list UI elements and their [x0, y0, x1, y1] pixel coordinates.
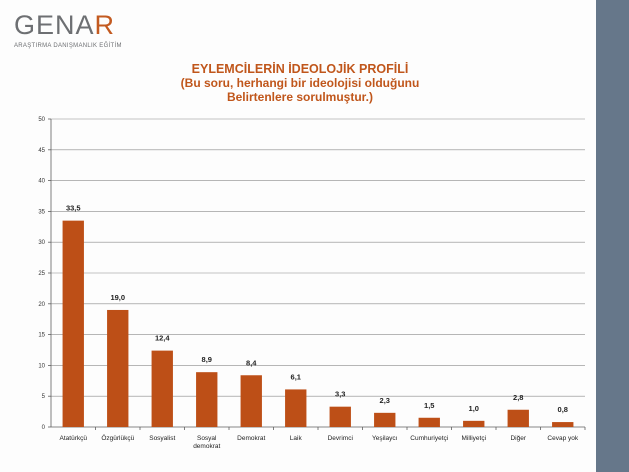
- x-tick-label: Özgürlükçü: [101, 434, 134, 442]
- data-label: 2,3: [380, 396, 390, 405]
- x-tick-label: Sosyal: [197, 435, 217, 442]
- slide: GENAR ARAŞTIRMA DANIŞMANLIK EĞİTİM EYLEM…: [14, 10, 586, 450]
- x-tick-label: Demokrat: [237, 435, 265, 442]
- bar-chart: 0 5 10 15 20 25 30 35 40 45 50 33,5 Atatürkçü 19,0 Özg…: [38, 117, 586, 450]
- data-label: 12,4: [155, 334, 170, 343]
- data-label: 1,5: [424, 401, 434, 410]
- bar: [507, 409, 529, 427]
- data-label: 19,0: [110, 293, 125, 302]
- y-tick-label: 45: [38, 148, 45, 154]
- data-label: 0,8: [558, 405, 568, 414]
- bar: [418, 417, 440, 427]
- x-tick-label: Yeşilaycı: [372, 435, 398, 442]
- data-label: 8,9: [202, 355, 212, 364]
- x-tick-label: Diğer: [510, 435, 526, 442]
- data-label: 33,5: [66, 204, 81, 213]
- data-label: 2,8: [513, 393, 523, 402]
- y-tick-label: 40: [38, 179, 45, 185]
- data-label: 6,1: [291, 372, 301, 381]
- x-tick-label: demokrat: [193, 443, 220, 450]
- y-tick-label: 30: [38, 240, 45, 246]
- x-tick-label: Sosyalist: [149, 435, 175, 442]
- data-label: 3,3: [335, 390, 345, 399]
- y-tick-label: 15: [38, 333, 45, 339]
- logo-tagline: ARAŞTIRMA DANIŞMANLIK EĞİTİM: [14, 43, 122, 49]
- y-tick-label: 35: [38, 209, 45, 215]
- genar-logo: GENAR ARAŞTIRMA DANIŞMANLIK EĞİTİM: [14, 10, 154, 54]
- bar: [62, 220, 84, 427]
- chart-title: EYLEMCİLERİN İDEOLOJİK PROFİLİ: [191, 62, 409, 76]
- bar: [240, 375, 262, 427]
- y-tick-label: 50: [38, 117, 45, 123]
- x-tick-label: Atatürkçü: [60, 435, 88, 442]
- x-tick-label: Milliyetçi: [461, 435, 486, 442]
- y-tick-label: 5: [42, 394, 46, 400]
- bar: [329, 406, 351, 427]
- data-label: 8,4: [246, 358, 257, 367]
- bar: [285, 389, 307, 427]
- logo-wordmark: GENAR: [14, 10, 116, 40]
- y-tick-label: 0: [42, 425, 46, 431]
- chart-subtitle-line-2: Belirtenlere sorulmuştur.): [226, 90, 374, 104]
- chart-title-block: EYLEMCİLERİN İDEOLOJİK PROFİLİ (Bu soru,…: [120, 62, 480, 104]
- x-tick-label: Laik: [290, 435, 303, 442]
- bar: [107, 309, 129, 427]
- bar: [374, 412, 396, 427]
- bar: [151, 350, 173, 427]
- bar: [196, 372, 218, 427]
- side-decoration-bar: [596, 0, 629, 472]
- x-tick-label: Cevap yok: [547, 435, 578, 442]
- data-label: 1,0: [469, 404, 479, 413]
- bar: [463, 420, 485, 427]
- y-tick-label: 10: [38, 363, 45, 369]
- x-tick-label: Devrimci: [328, 435, 353, 442]
- x-tick-label: Cumhuriyetçi: [410, 435, 448, 442]
- chart-subtitle-line-1: (Bu soru, herhangi bir ideolojisi olduğu…: [180, 76, 420, 90]
- y-tick-label: 20: [38, 302, 45, 308]
- bar: [552, 422, 574, 427]
- y-tick-label: 25: [38, 271, 45, 277]
